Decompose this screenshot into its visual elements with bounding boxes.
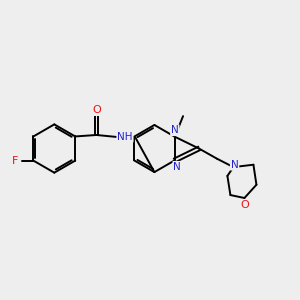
- Text: N: N: [231, 160, 239, 170]
- Text: F: F: [12, 156, 18, 166]
- Text: N: N: [171, 125, 179, 135]
- Text: O: O: [92, 105, 101, 115]
- Text: O: O: [240, 200, 249, 210]
- Text: NH: NH: [117, 132, 133, 142]
- Text: N: N: [173, 162, 181, 172]
